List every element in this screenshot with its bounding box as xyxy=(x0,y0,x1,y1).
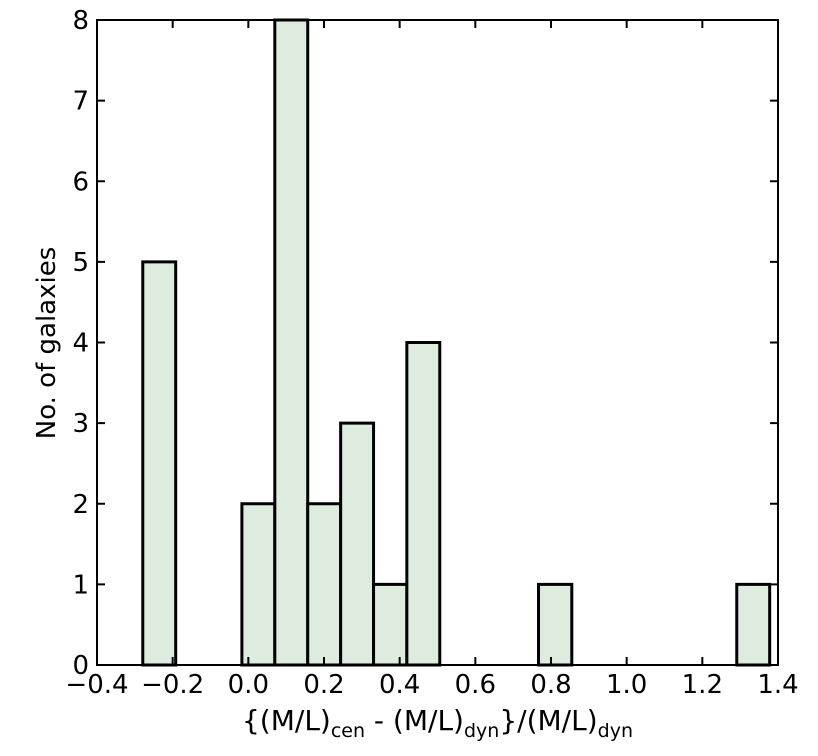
bar xyxy=(735,582,772,667)
bar xyxy=(141,260,178,667)
x-axis-label-part: }/(M/L) xyxy=(499,704,597,737)
bar xyxy=(372,582,409,667)
x-tick-label: 0.2 xyxy=(303,670,344,700)
bar xyxy=(537,582,574,667)
x-tick-label: −0.4 xyxy=(65,670,128,700)
y-tick-label: 6 xyxy=(72,167,89,197)
bar xyxy=(405,341,442,667)
y-tick-label: 7 xyxy=(72,87,89,117)
y-tick-label: 5 xyxy=(72,248,89,278)
bar xyxy=(240,502,277,667)
y-tick-label: 1 xyxy=(72,570,89,600)
x-axis-label-part: - (M/L) xyxy=(365,704,464,737)
y-tick-label: 2 xyxy=(72,490,89,520)
y-axis-label: No. of galaxies xyxy=(32,247,62,440)
bar xyxy=(339,421,376,667)
x-tick-label: 0.4 xyxy=(379,670,420,700)
x-tick-label: 0.0 xyxy=(228,670,269,700)
x-tick-label: −0.2 xyxy=(141,670,204,700)
x-tick-label: 0.6 xyxy=(455,670,496,700)
y-tick-label: 0 xyxy=(72,651,89,681)
bar xyxy=(306,502,343,667)
x-tick-label: 1.0 xyxy=(606,670,647,700)
x-axis-label-subscript: dyn xyxy=(464,720,499,742)
x-axis-label-subscript: dyn xyxy=(598,720,633,742)
y-tick-label: 3 xyxy=(72,409,89,439)
x-tick-label: 0.8 xyxy=(530,670,571,700)
y-tick-label: 4 xyxy=(72,329,89,359)
bar xyxy=(273,18,310,667)
x-tick-label: 1.4 xyxy=(757,670,798,700)
x-axis-label: {(M/L)cen - (M/L)dyn}/(M/L)dyn xyxy=(242,704,633,742)
x-axis-label-part: {(M/L) xyxy=(242,704,331,737)
x-axis-label-subscript: cen xyxy=(331,720,365,742)
x-tick-label: 1.2 xyxy=(682,670,723,700)
y-tick-label: 8 xyxy=(72,6,89,36)
